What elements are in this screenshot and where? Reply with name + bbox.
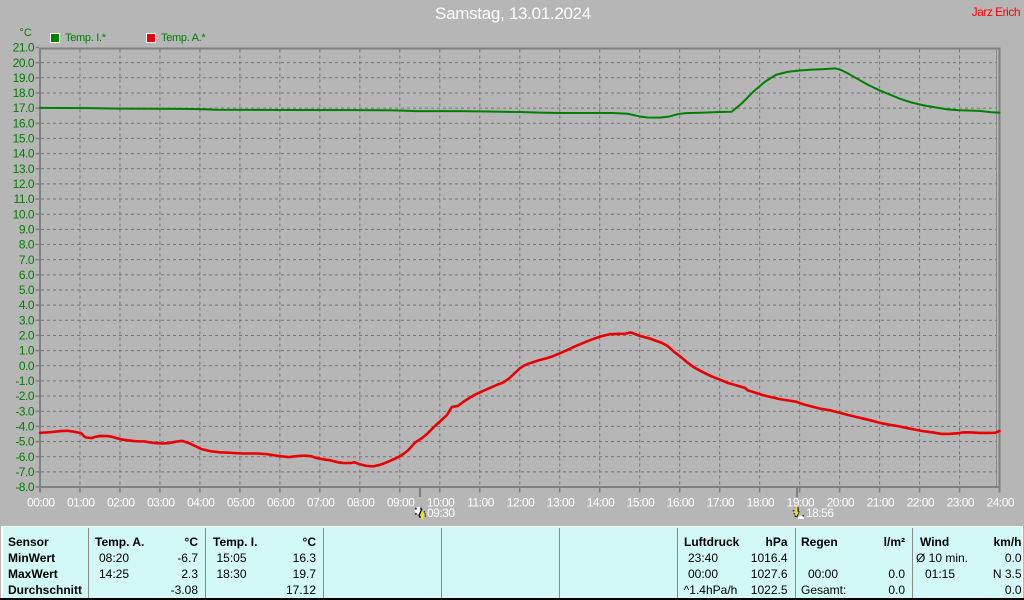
svg-text:17.0: 17.0 xyxy=(13,101,35,115)
svg-text:15:00: 15:00 xyxy=(627,496,655,510)
svg-text:-4.0: -4.0 xyxy=(15,419,35,433)
svg-text:0.0: 0.0 xyxy=(19,359,35,373)
svg-text:11:00: 11:00 xyxy=(467,496,494,510)
svg-text:-7.0: -7.0 xyxy=(15,465,35,479)
svg-text:6.0: 6.0 xyxy=(19,268,35,282)
svg-text:19:00: 19:00 xyxy=(787,496,815,510)
svg-text:-5.0: -5.0 xyxy=(15,435,35,449)
svg-text:03:00: 03:00 xyxy=(147,496,175,510)
svg-text:12:00: 12:00 xyxy=(507,496,535,510)
svg-text:8.0: 8.0 xyxy=(19,238,35,252)
svg-text:00:00: 00:00 xyxy=(27,496,55,510)
svg-text:06:00: 06:00 xyxy=(267,496,295,510)
svg-text:19.0: 19.0 xyxy=(13,71,35,85)
svg-text:10:00: 10:00 xyxy=(427,496,455,510)
svg-text:21.0: 21.0 xyxy=(13,41,35,55)
svg-text:05:00: 05:00 xyxy=(227,496,255,510)
svg-text:13.0: 13.0 xyxy=(13,162,35,176)
svg-text:14.0: 14.0 xyxy=(13,147,35,161)
svg-text:07:00: 07:00 xyxy=(307,496,335,510)
svg-text:15.0: 15.0 xyxy=(13,132,35,146)
svg-text:20:00: 20:00 xyxy=(827,496,855,510)
svg-text:-1.0: -1.0 xyxy=(15,374,35,388)
svg-text:18:00: 18:00 xyxy=(747,496,775,510)
svg-text:04:00: 04:00 xyxy=(187,496,215,510)
svg-text:22:00: 22:00 xyxy=(907,496,935,510)
svg-text:2.0: 2.0 xyxy=(19,329,35,343)
svg-text:-3.0: -3.0 xyxy=(15,404,35,418)
svg-text:-2.0: -2.0 xyxy=(15,389,35,403)
svg-text:01:00: 01:00 xyxy=(67,496,95,510)
svg-text:9.0: 9.0 xyxy=(19,222,35,236)
svg-text:21:00: 21:00 xyxy=(867,496,895,510)
svg-text:16:00: 16:00 xyxy=(667,496,695,510)
svg-text:5.0: 5.0 xyxy=(19,283,35,297)
svg-text:16.0: 16.0 xyxy=(13,116,35,130)
svg-text:11.0: 11.0 xyxy=(14,192,35,206)
svg-text:1.0: 1.0 xyxy=(19,344,35,358)
svg-text:14:00: 14:00 xyxy=(587,496,615,510)
svg-text:10.0: 10.0 xyxy=(13,207,35,221)
svg-text:12.0: 12.0 xyxy=(13,177,35,191)
svg-text:13:00: 13:00 xyxy=(547,496,575,510)
svg-text:-6.0: -6.0 xyxy=(15,450,35,464)
svg-text:17:00: 17:00 xyxy=(707,496,735,510)
svg-text:20.0: 20.0 xyxy=(13,56,35,70)
svg-text:24:00: 24:00 xyxy=(987,496,1015,510)
svg-text:7.0: 7.0 xyxy=(19,253,35,267)
svg-text:18.0: 18.0 xyxy=(13,86,35,100)
svg-text:09:00: 09:00 xyxy=(387,496,415,510)
svg-text:08:00: 08:00 xyxy=(347,496,375,510)
svg-text:23:00: 23:00 xyxy=(947,496,975,510)
svg-text:-8.0: -8.0 xyxy=(15,480,35,494)
svg-text:02:00: 02:00 xyxy=(107,496,135,510)
svg-text:3.0: 3.0 xyxy=(19,313,35,327)
svg-text:4.0: 4.0 xyxy=(19,298,35,312)
